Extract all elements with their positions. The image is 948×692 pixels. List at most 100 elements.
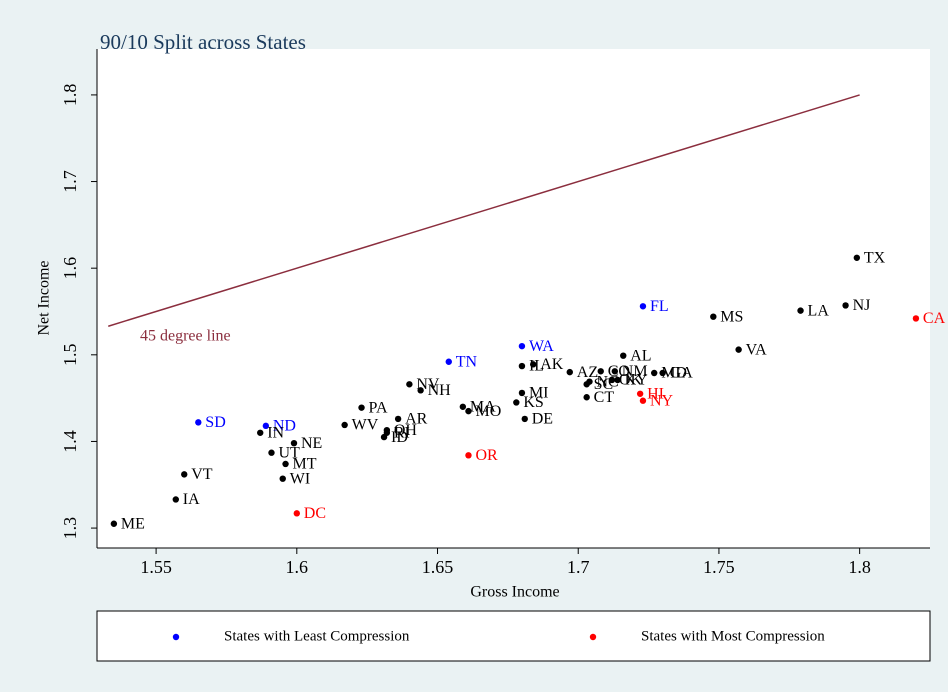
point-label: NE: [301, 435, 322, 452]
point: [912, 315, 920, 322]
y-tick-label: 1.8: [60, 84, 80, 107]
point-label: FL: [650, 298, 669, 315]
point-label: CO: [608, 363, 630, 380]
point: [341, 421, 348, 429]
point-label: KS: [523, 394, 543, 411]
point: [465, 452, 472, 459]
point-label: NM: [622, 363, 648, 380]
point-label: IN: [267, 424, 284, 441]
point-label: WV: [352, 417, 379, 434]
x-axis-title: Gross Income: [470, 584, 559, 601]
point: [651, 369, 658, 377]
point-label: UT: [278, 444, 300, 461]
x-tick-label: 1.7: [567, 557, 590, 577]
x-tick-label: 1.6: [286, 557, 309, 577]
point-label: PA: [369, 399, 388, 416]
y-tick-label: 1.4: [60, 430, 80, 453]
y-axis-title: Net Income: [36, 260, 53, 335]
point: [608, 376, 616, 384]
point: [797, 307, 804, 314]
point: [268, 449, 275, 456]
point: [853, 254, 861, 261]
point-label: AZ: [577, 364, 598, 381]
point: [465, 407, 472, 415]
point: [518, 389, 526, 397]
point: [611, 368, 619, 375]
point-label: WI: [290, 470, 310, 487]
point: [639, 397, 647, 404]
point: [293, 510, 301, 517]
point: [394, 415, 402, 423]
point: [279, 475, 286, 482]
point-label: IL: [529, 358, 544, 375]
point-label: ID: [391, 429, 408, 446]
point-label: KY: [625, 372, 649, 389]
legend-marker: [589, 633, 597, 641]
point: [513, 399, 520, 406]
chart-title: 90/10 Split across States: [100, 30, 306, 54]
plot-area: [97, 49, 930, 548]
point-label: TN: [456, 353, 478, 370]
point-label: OH: [394, 422, 418, 439]
point: [639, 303, 647, 310]
point-label: SD: [205, 414, 225, 431]
reference-line-label: 45 degree line: [140, 328, 231, 345]
x-tick-label: 1.8: [848, 557, 871, 577]
point-label: OR: [475, 447, 498, 464]
y-tick-label: 1.6: [60, 257, 80, 280]
point-label: NC: [596, 373, 618, 390]
point-label: DE: [532, 411, 553, 428]
point-label: RI: [394, 424, 410, 441]
point: [529, 361, 537, 368]
legend-label: States with Least Compression: [224, 628, 410, 644]
point: [172, 496, 179, 503]
x-tick-label: 1.75: [703, 557, 735, 577]
point-label: MO: [475, 403, 501, 420]
point: [518, 362, 526, 370]
point-label: VT: [191, 466, 213, 483]
point: [257, 429, 264, 436]
point: [380, 433, 388, 441]
point-label: WA: [529, 338, 554, 355]
point: [597, 368, 604, 375]
point: [518, 342, 526, 350]
point: [358, 404, 365, 411]
point: [521, 415, 528, 423]
point: [110, 520, 118, 527]
point-label: ND: [273, 418, 296, 435]
point-label: OK: [619, 372, 643, 389]
point: [417, 387, 424, 394]
point-label: HI: [647, 385, 664, 402]
point: [583, 394, 590, 401]
legend-label: States with Most Compression: [641, 628, 825, 644]
point: [614, 376, 621, 384]
legend-marker: [172, 633, 180, 641]
point-label: ME: [121, 515, 145, 532]
point-label: LA: [808, 302, 830, 319]
point: [659, 369, 666, 377]
point-label: TX: [864, 249, 886, 266]
y-tick-label: 1.5: [60, 344, 80, 367]
point: [620, 352, 627, 359]
point-label: DC: [304, 505, 326, 522]
point-label: AR: [405, 411, 428, 428]
point-label: MS: [720, 308, 743, 325]
reference-line: [108, 94, 860, 327]
point: [290, 439, 298, 447]
point: [445, 358, 452, 365]
point-label: MT: [293, 456, 317, 473]
y-tick-label: 1.7: [60, 170, 80, 193]
point-label: NH: [428, 382, 452, 399]
point-label: MI: [529, 385, 549, 402]
point: [636, 390, 644, 397]
point: [566, 368, 573, 376]
point-label: GA: [670, 365, 694, 382]
point: [842, 302, 849, 309]
point-label: NJ: [853, 297, 871, 314]
point: [710, 313, 717, 320]
point: [406, 381, 413, 388]
point-label: SC: [594, 376, 614, 393]
point-label: MD: [661, 365, 687, 382]
point: [282, 460, 289, 468]
